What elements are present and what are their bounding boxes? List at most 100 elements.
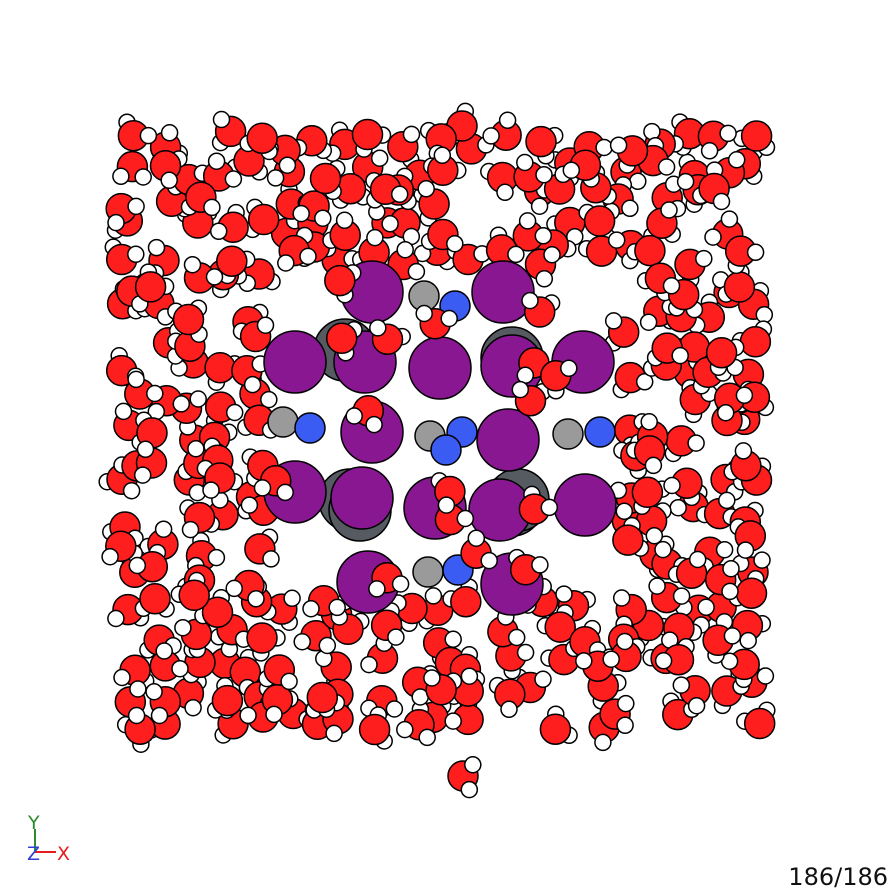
- hydrogen-atom[interactable]: [205, 268, 224, 286]
- hydrogen-atom[interactable]: [424, 587, 443, 605]
- hydrogen-atom[interactable]: [643, 122, 661, 141]
- hydrogen-atom[interactable]: [635, 373, 654, 391]
- hydrogen-atom[interactable]: [134, 168, 152, 186]
- oxygen-atom[interactable]: [525, 125, 557, 158]
- iodine-atom[interactable]: [330, 466, 394, 530]
- hydrogen-atom[interactable]: [202, 481, 220, 499]
- hydrogen-atom[interactable]: [639, 313, 658, 331]
- hydrogen-atom[interactable]: [722, 559, 740, 578]
- hydrogen-atom[interactable]: [370, 149, 389, 167]
- hydrogen-atom[interactable]: [391, 575, 410, 593]
- hydrogen-atom[interactable]: [444, 630, 462, 649]
- hydrogen-atom[interactable]: [612, 589, 631, 607]
- hydrogen-atom[interactable]: [183, 255, 202, 274]
- carbon-atom[interactable]: [267, 406, 299, 438]
- hydrogen-atom[interactable]: [739, 631, 757, 650]
- hydrogen-atom[interactable]: [265, 705, 283, 724]
- oxygen-atom[interactable]: [306, 681, 339, 714]
- hydrogen-atom[interactable]: [671, 346, 689, 365]
- hydrogen-atom[interactable]: [718, 491, 736, 510]
- hydrogen-atom[interactable]: [122, 481, 141, 500]
- hydrogen-atom[interactable]: [660, 201, 678, 219]
- hydrogen-atom[interactable]: [663, 476, 681, 495]
- hydrogen-atom[interactable]: [756, 667, 775, 685]
- hydrogen-atom[interactable]: [146, 384, 164, 403]
- oxygen-atom[interactable]: [309, 162, 342, 195]
- hydrogen-atom[interactable]: [368, 580, 386, 598]
- oxygen-atom[interactable]: [204, 351, 236, 384]
- hydrogen-atom[interactable]: [480, 551, 498, 570]
- hydrogen-atom[interactable]: [128, 556, 147, 575]
- hydrogen-atom[interactable]: [256, 316, 275, 334]
- hydrogen-atom[interactable]: [154, 520, 173, 538]
- hydrogen-atom[interactable]: [697, 598, 715, 617]
- hydrogen-atom[interactable]: [369, 319, 387, 337]
- hydrogen-atom[interactable]: [160, 124, 179, 142]
- hydrogen-atom[interactable]: [616, 632, 634, 651]
- hydrogen-atom[interactable]: [531, 556, 549, 574]
- hydrogen-atom[interactable]: [437, 496, 456, 514]
- oxygen-atom[interactable]: [246, 622, 278, 654]
- oxygen-atom[interactable]: [358, 713, 391, 746]
- hydrogen-atom[interactable]: [644, 456, 663, 475]
- oxygen-atom[interactable]: [705, 336, 738, 369]
- hydrogen-atom[interactable]: [734, 442, 753, 460]
- hydrogen-atom[interactable]: [239, 706, 257, 725]
- hydrogen-atom[interactable]: [366, 228, 384, 247]
- oxygen-atom[interactable]: [211, 684, 244, 717]
- hydrogen-atom[interactable]: [345, 407, 363, 425]
- hydrogen-atom[interactable]: [715, 540, 734, 559]
- hydrogen-atom[interactable]: [712, 192, 731, 211]
- hydrogen-atom[interactable]: [184, 698, 202, 717]
- hydrogen-atom[interactable]: [704, 228, 722, 246]
- hydrogen-atom[interactable]: [695, 249, 713, 268]
- hydrogen-atom[interactable]: [129, 680, 147, 698]
- nitrogen-atom[interactable]: [430, 434, 462, 466]
- hydrogen-atom[interactable]: [247, 590, 265, 608]
- hydrogen-atom[interactable]: [464, 755, 482, 774]
- oxygen-atom[interactable]: [178, 579, 210, 612]
- hydrogen-atom[interactable]: [719, 124, 737, 143]
- hydrogen-atom[interactable]: [500, 700, 518, 719]
- hydrogen-atom[interactable]: [225, 403, 244, 422]
- hydrogen-atom[interactable]: [534, 670, 552, 689]
- hydrogen-atom[interactable]: [365, 415, 383, 434]
- oxygen-atom[interactable]: [216, 245, 248, 277]
- hydrogen-atom[interactable]: [133, 466, 152, 484]
- hydrogen-atom[interactable]: [516, 153, 534, 172]
- hydrogen-atom[interactable]: [203, 198, 221, 217]
- oxygen-atom[interactable]: [544, 611, 576, 643]
- hydrogen-atom[interactable]: [755, 305, 774, 324]
- hydrogen-atom[interactable]: [676, 172, 695, 191]
- hydrogen-atom[interactable]: [669, 498, 687, 517]
- hydrogen-atom[interactable]: [283, 589, 301, 608]
- oxygen-atom[interactable]: [612, 524, 644, 556]
- hydrogen-atom[interactable]: [460, 667, 479, 685]
- hydrogen-atom[interactable]: [314, 209, 332, 227]
- hydrogen-atom[interactable]: [687, 696, 706, 715]
- hydrogen-atom[interactable]: [594, 733, 612, 752]
- hydrogen-atom[interactable]: [721, 582, 739, 601]
- oxygen-atom[interactable]: [631, 476, 664, 509]
- hydrogen-atom[interactable]: [746, 243, 765, 262]
- oxygen-atom[interactable]: [634, 234, 666, 267]
- hydrogen-atom[interactable]: [181, 520, 200, 539]
- hydrogen-atom[interactable]: [101, 547, 119, 566]
- hydrogen-atom[interactable]: [396, 240, 414, 259]
- iodine-atom[interactable]: [263, 330, 327, 394]
- hydrogen-atom[interactable]: [621, 199, 639, 218]
- hydrogen-atom[interactable]: [402, 125, 421, 144]
- hydrogen-atom[interactable]: [171, 659, 189, 678]
- hydrogen-atom[interactable]: [225, 579, 243, 598]
- nitrogen-atom[interactable]: [294, 412, 326, 444]
- hydrogen-atom[interactable]: [209, 222, 228, 241]
- carbon-atom[interactable]: [412, 556, 444, 588]
- hydrogen-atom[interactable]: [662, 277, 681, 295]
- hydrogen-atom[interactable]: [688, 550, 707, 569]
- hydrogen-atom[interactable]: [417, 180, 435, 198]
- hydrogen-atom[interactable]: [602, 650, 620, 668]
- hydrogen-atom[interactable]: [607, 231, 626, 249]
- hydrogen-atom[interactable]: [645, 526, 664, 545]
- hydrogen-atom[interactable]: [189, 390, 207, 408]
